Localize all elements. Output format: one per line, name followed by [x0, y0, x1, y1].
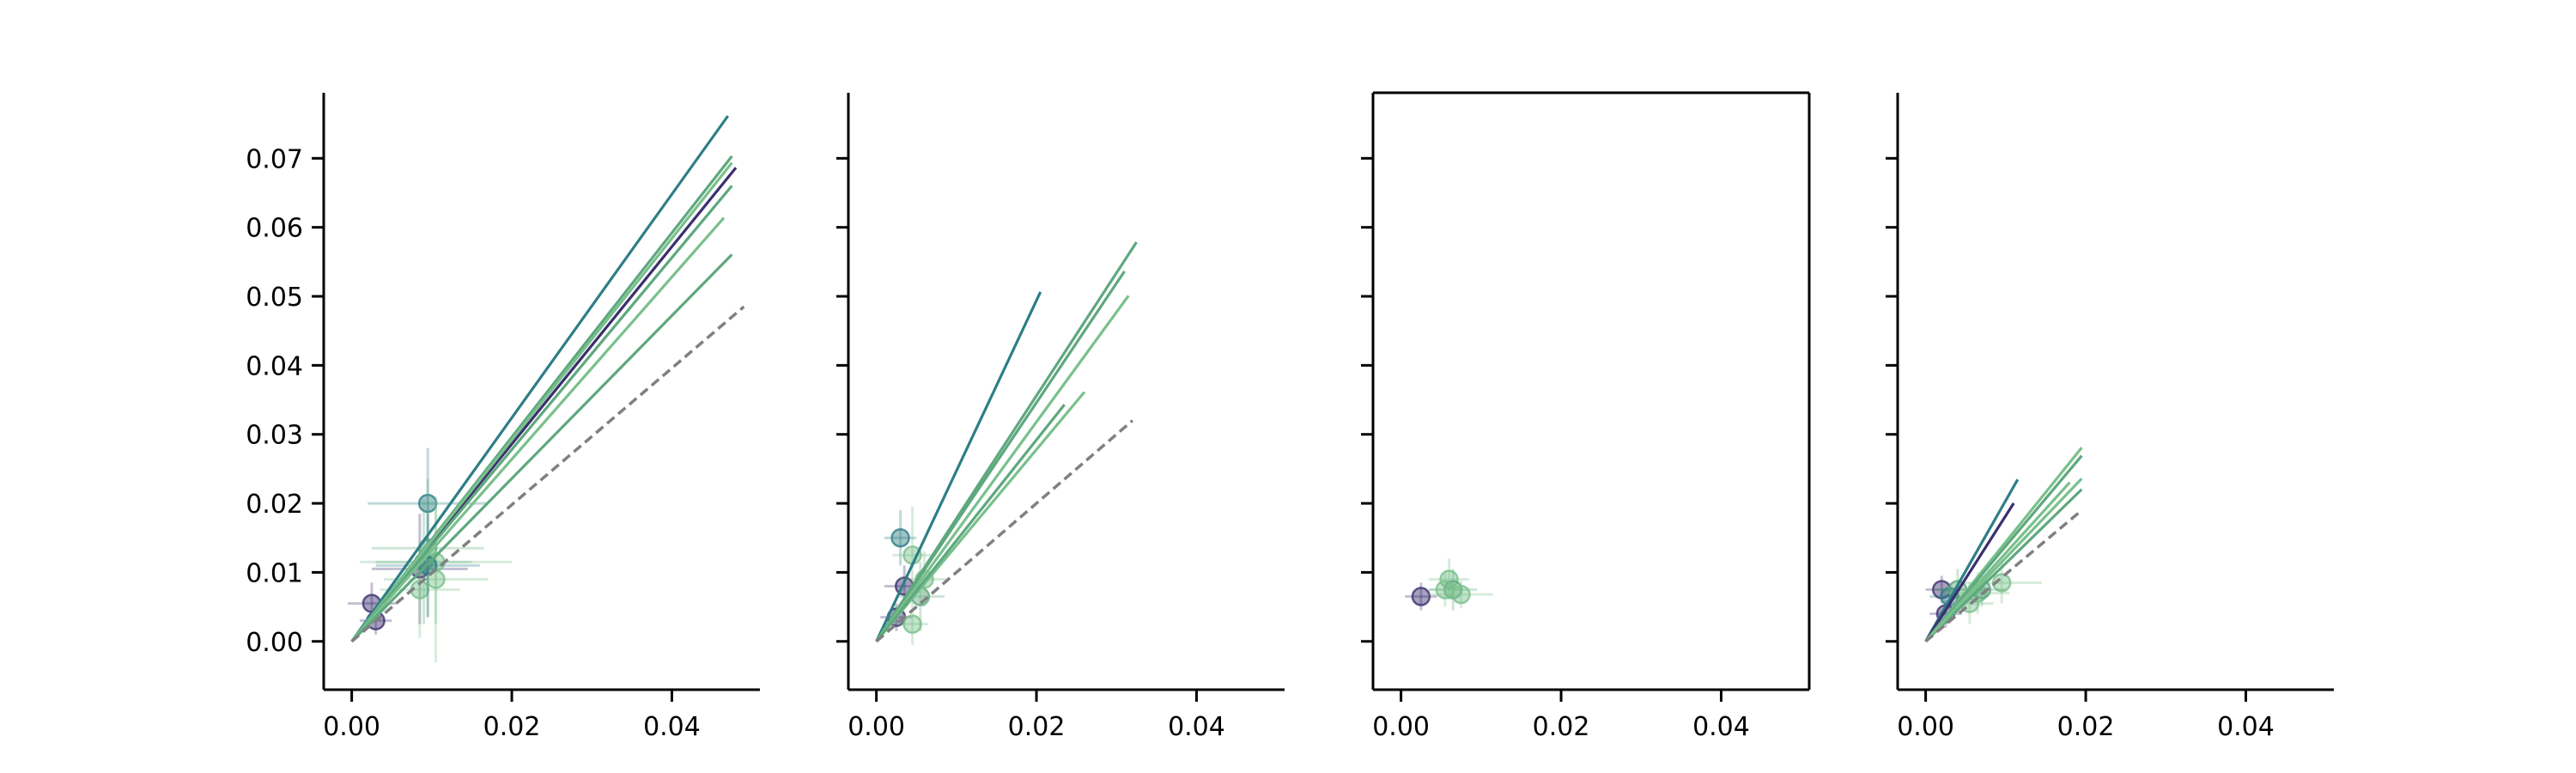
x-tick-label: 0.00 [1897, 712, 1954, 742]
x-tick-label: 0.04 [1692, 712, 1750, 742]
fit-line [350, 185, 733, 642]
fit-line [875, 291, 1042, 642]
x-tick-label: 0.04 [643, 712, 701, 742]
fit-line [875, 404, 1066, 642]
fit-line [875, 295, 1130, 642]
y-tick-label: 0.03 [246, 421, 303, 451]
x-tick-label: 0.02 [2057, 712, 2115, 742]
data-point [1439, 569, 1459, 589]
data-point [417, 493, 438, 514]
data-point [902, 614, 922, 634]
fit-line [350, 115, 730, 642]
reference-line [1924, 508, 2083, 643]
reference-line [875, 419, 1134, 643]
y-tick-label: 0.07 [246, 144, 303, 174]
x-tick-label: 0.00 [1372, 712, 1430, 742]
x-tick-label: 0.00 [848, 712, 905, 742]
x-tick-label: 0.04 [1168, 712, 1225, 742]
fit-line [350, 161, 733, 642]
data-point [1435, 580, 1455, 600]
data-point [1991, 573, 2012, 593]
fit-line [1924, 454, 2083, 642]
y-tick-label: 0.00 [246, 628, 303, 658]
x-tick-label: 0.02 [1533, 712, 1590, 742]
data-point [1411, 587, 1431, 606]
x-tick-label: 0.02 [1008, 712, 1066, 742]
y-tick-label: 0.02 [246, 490, 303, 520]
data-point [890, 527, 910, 548]
y-tick-label: 0.06 [246, 214, 303, 244]
x-tick-label: 0.04 [2217, 712, 2275, 742]
panel-2: 0.00 0.02 0.04 [836, 93, 1285, 742]
panel-4: 0.00 0.02 0.04 [1886, 93, 2334, 742]
fit-line [1924, 481, 2071, 642]
fit-line [875, 270, 1126, 642]
panel-1: 0.00 0.01 0.02 0.03 0.04 0.05 0.06 0.07 0.00 0.02… [246, 93, 760, 742]
reference-line [350, 305, 745, 643]
fit-line [350, 216, 726, 642]
fit-line [350, 253, 733, 642]
x-tick-label: 0.02 [483, 712, 541, 742]
y-tick-label: 0.05 [246, 283, 303, 313]
fit-line [1924, 478, 2020, 642]
panel-3: 0.00 0.02 0.04 [1361, 91, 1811, 742]
x-tick-label: 0.00 [323, 712, 380, 742]
fit-line [1924, 488, 2083, 642]
y-tick-label: 0.01 [246, 558, 303, 588]
y-tick-label: 0.04 [246, 351, 303, 381]
fit-line [1924, 502, 2015, 642]
